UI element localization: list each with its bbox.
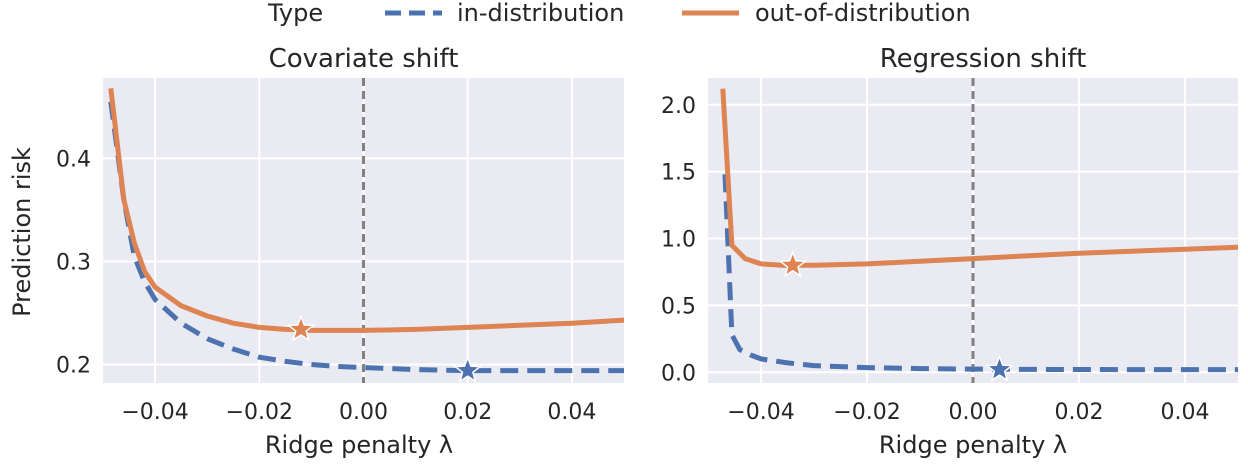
optimum-star-marker-in-distribution bbox=[453, 355, 483, 383]
plot-area bbox=[103, 78, 625, 383]
legend-label-out-of-distribution: out-of-distribution bbox=[755, 0, 971, 27]
x-axis-label: Ridge penalty λ bbox=[265, 431, 453, 459]
x-tick-label: 0.04 bbox=[1161, 400, 1210, 425]
x-tick-label: −0.02 bbox=[833, 400, 900, 425]
optimum-star-marker-in-distribution bbox=[985, 354, 1014, 382]
x-tick-label: 0.02 bbox=[443, 400, 492, 425]
y-axis-label: Prediction risk bbox=[8, 147, 36, 317]
y-tick-label: 0.5 bbox=[661, 294, 696, 319]
panel-covariate-shift: Covariate shift Prediction risk Ridge pe… bbox=[8, 44, 625, 459]
x-axis-label: Ridge penalty λ bbox=[879, 431, 1067, 459]
legend-label-in-distribution: in-distribution bbox=[457, 0, 624, 27]
panel-regression-shift: Regression shift Ridge penalty λ −0.04 −0… bbox=[661, 44, 1239, 459]
x-tick-label: −0.04 bbox=[121, 400, 188, 425]
series-line-out-of-distribution bbox=[720, 88, 1239, 268]
y-tick-label: 1.5 bbox=[661, 161, 696, 186]
x-tick-label: −0.04 bbox=[727, 400, 794, 425]
optimum-star-marker-out-of-distribution bbox=[286, 314, 316, 342]
y-tick-label: 0.4 bbox=[56, 147, 91, 172]
y-tick-label: 2.0 bbox=[661, 94, 696, 119]
y-tick-label: 0.3 bbox=[56, 250, 91, 275]
x-tick-label: 0.00 bbox=[949, 400, 998, 425]
legend: Type in-distribution out-of-distribution bbox=[267, 0, 971, 27]
series-line-in-distribution bbox=[722, 174, 1238, 373]
legend-title: Type bbox=[267, 0, 323, 27]
x-tick-label: −0.02 bbox=[226, 400, 293, 425]
optimum-star-marker-out-of-distribution bbox=[778, 250, 808, 278]
x-tick-label: 0.04 bbox=[547, 400, 596, 425]
x-tick-label: 0.02 bbox=[1055, 400, 1104, 425]
y-tick-label: 0.2 bbox=[56, 353, 91, 378]
series-line-out-of-distribution bbox=[108, 88, 625, 333]
x-tick-label: 0.00 bbox=[339, 400, 388, 425]
panel-title: Covariate shift bbox=[269, 44, 459, 74]
panel-title: Regression shift bbox=[880, 44, 1087, 74]
y-tick-label: 1.0 bbox=[661, 228, 696, 253]
series-line-in-distribution bbox=[108, 101, 624, 374]
y-tick-label: 0.0 bbox=[661, 361, 696, 386]
plot-area bbox=[708, 78, 1239, 383]
